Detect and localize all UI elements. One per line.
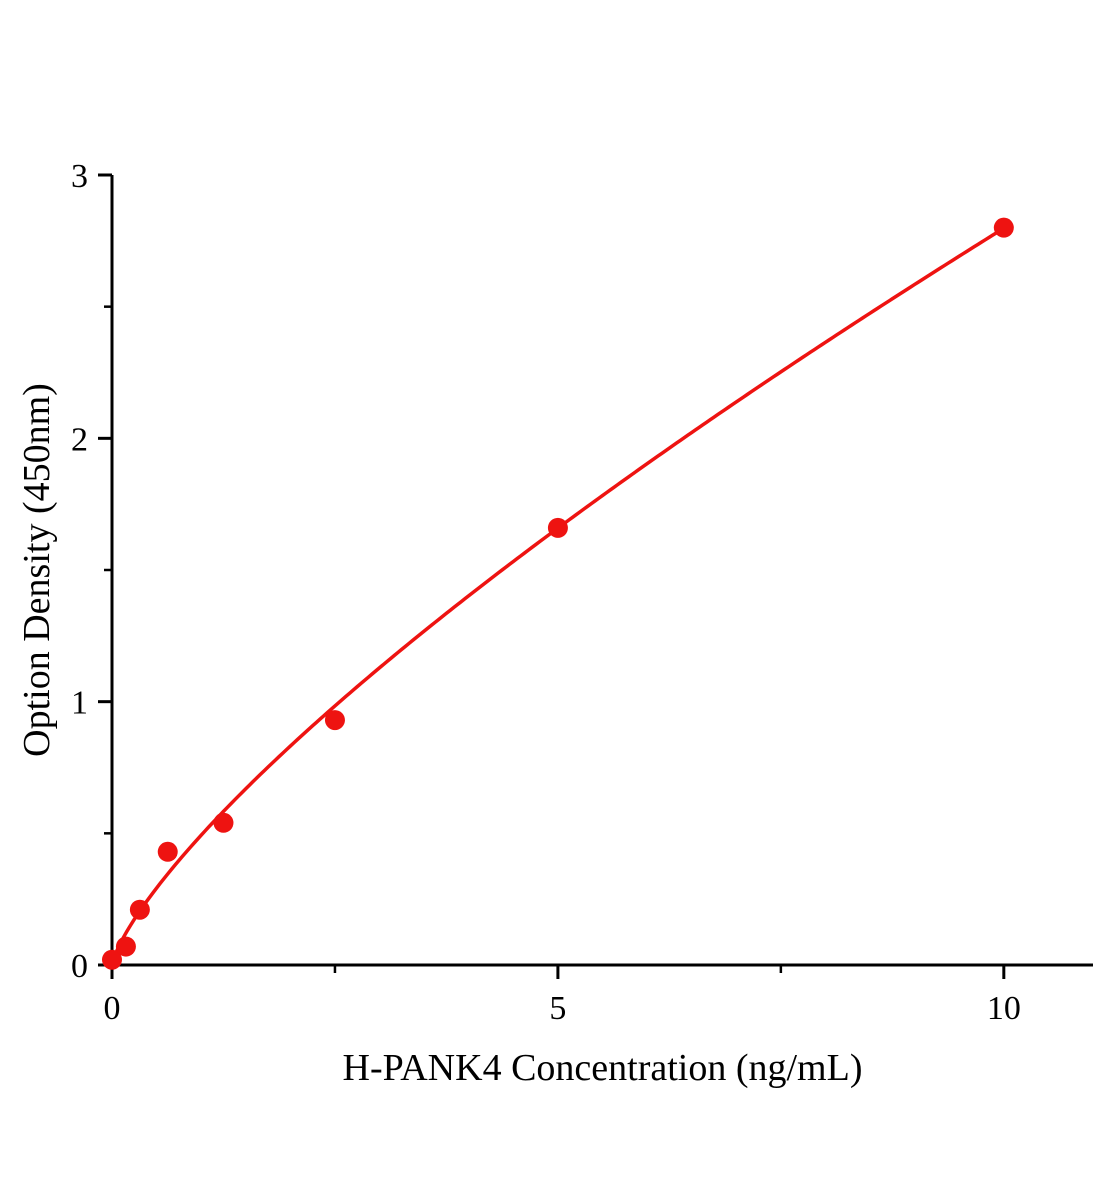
fit-curve [110, 226, 1006, 967]
data-point [213, 812, 234, 833]
data-point [547, 517, 568, 538]
data-point [102, 949, 122, 970]
y-tick-label: 3 [71, 158, 88, 195]
y-axis-title: Option Density (450nm) [16, 383, 58, 757]
data-point [115, 936, 136, 957]
data-point [157, 841, 178, 862]
y-tick-label: 0 [71, 948, 88, 985]
x-tick-label: 0 [104, 990, 121, 1027]
data-point [993, 217, 1014, 238]
x-tick-label: 5 [549, 990, 566, 1027]
data-point [324, 710, 345, 731]
x-tick-label: 10 [987, 990, 1021, 1027]
x-axis-title: H-PANK4 Concentration (ng/mL) [342, 1047, 863, 1089]
y-tick-label: 1 [71, 685, 88, 722]
data-point [129, 899, 150, 920]
y-tick-label: 2 [71, 421, 88, 458]
